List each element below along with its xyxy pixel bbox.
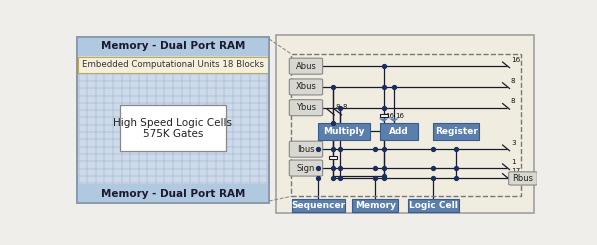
Bar [291,199,345,212]
Bar [318,123,370,140]
Polygon shape [389,118,399,122]
Bar [380,123,418,140]
Text: Ibus: Ibus [297,145,315,154]
Text: 16: 16 [385,113,394,119]
FancyBboxPatch shape [290,79,322,95]
Text: Memory - Dual Port RAM: Memory - Dual Port RAM [101,41,245,51]
Bar [291,54,521,196]
Text: 16: 16 [511,57,520,63]
Bar [352,199,399,212]
Text: Ybus: Ybus [296,103,316,112]
Text: Sign: Sign [297,164,315,172]
FancyBboxPatch shape [509,172,537,185]
Text: Sequencer: Sequencer [291,201,345,210]
Text: 3: 3 [511,140,516,146]
Text: Register: Register [435,127,478,136]
Bar [77,37,269,56]
Polygon shape [378,118,389,122]
Text: 8: 8 [511,78,516,84]
Text: 8: 8 [343,104,347,110]
FancyBboxPatch shape [290,100,322,116]
Text: Embedded Computational Units 18 Blocks: Embedded Computational Units 18 Blocks [82,60,264,69]
Text: 17: 17 [511,169,520,174]
Bar [433,123,479,140]
Text: Logic Cell: Logic Cell [409,201,458,210]
Bar [120,105,226,151]
Bar [408,199,458,212]
Text: 8: 8 [511,98,516,104]
Bar [380,113,388,117]
Text: Rbus: Rbus [512,174,534,183]
Bar [328,156,337,159]
FancyBboxPatch shape [290,160,322,176]
Bar [78,57,267,73]
Text: Memory - Dual Port RAM: Memory - Dual Port RAM [101,188,245,198]
Text: Multiply: Multiply [324,127,365,136]
Bar [77,37,269,203]
Text: Xbus: Xbus [296,82,316,91]
Bar [77,184,269,203]
Text: 8: 8 [336,104,340,110]
Text: Memory: Memory [355,201,396,210]
Text: 1: 1 [511,159,516,165]
Text: 16: 16 [395,113,404,119]
Text: Add: Add [389,127,409,136]
Bar [276,35,534,213]
Text: High Speed Logic Cells
575K Gates: High Speed Logic Cells 575K Gates [113,118,232,139]
Text: Abus: Abus [296,62,316,71]
FancyBboxPatch shape [290,141,322,157]
FancyBboxPatch shape [290,58,322,74]
Bar [77,37,269,203]
